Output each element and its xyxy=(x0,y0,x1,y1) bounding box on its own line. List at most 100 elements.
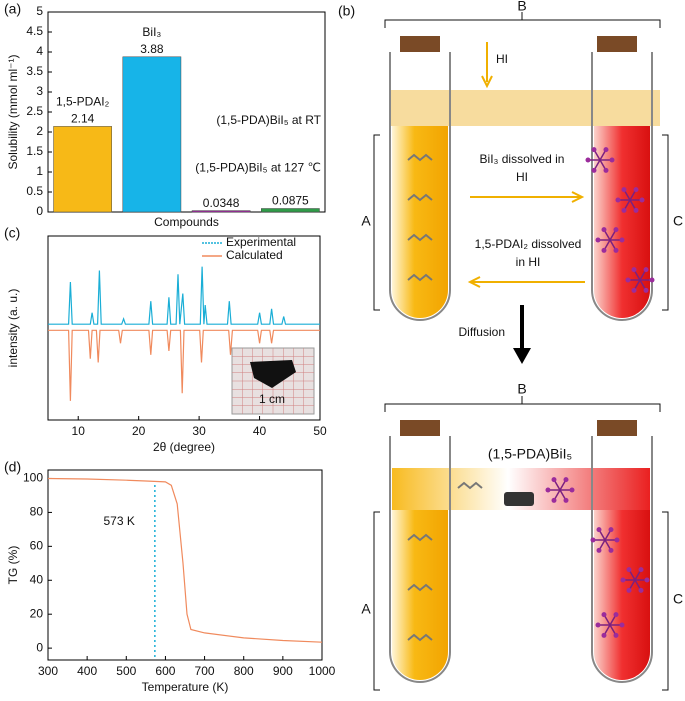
molecule-atom xyxy=(613,227,619,233)
arrow xyxy=(470,191,585,203)
molecule-atom xyxy=(625,277,631,283)
molecule-chain xyxy=(407,193,433,202)
cap xyxy=(400,36,440,52)
y-axis-label: intensity (a. u.) xyxy=(6,289,20,368)
molecule-chain xyxy=(457,481,483,490)
y-tick-label: 1 xyxy=(36,164,43,178)
bar xyxy=(53,126,112,213)
x-tick-label: 800 xyxy=(234,664,254,678)
cap xyxy=(597,420,637,436)
molecule-atom xyxy=(615,197,621,203)
arrow xyxy=(481,42,493,89)
reference-label: 573 K xyxy=(104,514,135,528)
molecule-atom xyxy=(609,157,615,163)
bracket-label: A xyxy=(361,601,371,617)
y-tick-label: 3.5 xyxy=(26,64,43,78)
molecule-atom xyxy=(619,622,625,628)
bracket xyxy=(662,134,669,311)
molecule-atom xyxy=(601,227,607,233)
category-label: (1,5-PDA)BiI₅ at 127 ℃ xyxy=(195,161,321,175)
cap xyxy=(400,420,440,436)
molecule-atom xyxy=(596,547,602,553)
bridge xyxy=(390,90,660,126)
x-tick-label: 900 xyxy=(273,664,293,678)
x-tick-label: 400 xyxy=(77,664,97,678)
bracket xyxy=(373,134,380,311)
cap xyxy=(597,36,637,52)
x-tick-label: 500 xyxy=(116,664,136,678)
molecule-atom xyxy=(643,267,649,273)
molecule-atom xyxy=(591,147,597,153)
molecule-atom xyxy=(649,277,655,283)
value-label: 2.14 xyxy=(71,112,95,126)
y-axis-label: TG (%) xyxy=(6,546,20,585)
y-tick-label: 4 xyxy=(36,44,43,58)
arrow-label: in HI xyxy=(516,255,541,269)
molecule-atom xyxy=(591,167,597,173)
y-tick-label: 4.5 xyxy=(26,24,43,38)
legend-label: Calculated xyxy=(226,248,283,262)
molecule-atom xyxy=(613,247,619,253)
tube xyxy=(389,436,653,683)
series-line xyxy=(47,477,323,643)
legend-label: Experimental xyxy=(226,235,296,249)
molecule-chain xyxy=(407,533,433,542)
y-tick-label: 3 xyxy=(36,84,43,98)
molecule-atom xyxy=(551,477,557,483)
bracket-label: C xyxy=(673,591,683,607)
panel-label: (c) xyxy=(4,225,20,241)
molecule-atom xyxy=(621,187,627,193)
x-tick-label: 600 xyxy=(155,664,175,678)
molecule-atom xyxy=(601,632,607,638)
plot-frame xyxy=(47,469,323,661)
molecule-chain xyxy=(407,633,433,642)
molecule-atom xyxy=(590,537,596,543)
molecule-atom xyxy=(595,237,601,243)
bar xyxy=(191,210,251,213)
x-axis-label: Temperature (K) xyxy=(142,680,229,694)
molecule-atom xyxy=(551,497,557,503)
y-tick-label: 0.5 xyxy=(26,184,43,198)
brace xyxy=(384,12,661,28)
left-liquid xyxy=(392,126,448,318)
molecule-atom xyxy=(633,207,639,213)
bracket xyxy=(373,511,380,691)
panel-label: (d) xyxy=(4,459,21,475)
y-tick-label: 0 xyxy=(36,640,43,654)
molecule-atom xyxy=(631,267,637,273)
molecule-atom xyxy=(638,587,644,593)
inset-label: 1 cm xyxy=(259,392,285,406)
brace-label: B xyxy=(517,0,526,14)
x-tick-label: 300 xyxy=(38,664,58,678)
bracket-label: C xyxy=(673,213,683,229)
y-axis-label: Solubility (mmol ml⁻¹) xyxy=(6,54,20,169)
y-tick-label: 5 xyxy=(36,4,43,18)
molecule-atom xyxy=(613,632,619,638)
molecule-atom xyxy=(563,477,569,483)
molecule-atom xyxy=(608,547,614,553)
y-tick-label: 100 xyxy=(23,471,43,485)
molecule-atom xyxy=(596,527,602,533)
molecule-atom xyxy=(601,247,607,253)
y-tick-label: 80 xyxy=(30,505,44,519)
molecule-atom xyxy=(633,187,639,193)
molecule-chain xyxy=(407,273,433,282)
arrow-head xyxy=(513,348,531,364)
molecule-atom xyxy=(626,567,632,573)
bar xyxy=(261,208,320,213)
molecule-atom xyxy=(631,287,637,293)
arrow-label: HI xyxy=(516,170,528,184)
molecule-atom xyxy=(595,622,601,628)
x-tick-label: 700 xyxy=(195,664,215,678)
series-line xyxy=(48,329,320,401)
panel-label: (b) xyxy=(338,3,355,19)
molecule-atom xyxy=(613,612,619,618)
molecule-atom xyxy=(608,527,614,533)
plot-frame xyxy=(47,235,321,421)
molecule-atom xyxy=(563,497,569,503)
x-axis-label: Compounds xyxy=(154,215,219,229)
bracket xyxy=(662,511,669,691)
category-label: BiI₃ xyxy=(142,25,161,39)
molecule-atom xyxy=(585,157,591,163)
